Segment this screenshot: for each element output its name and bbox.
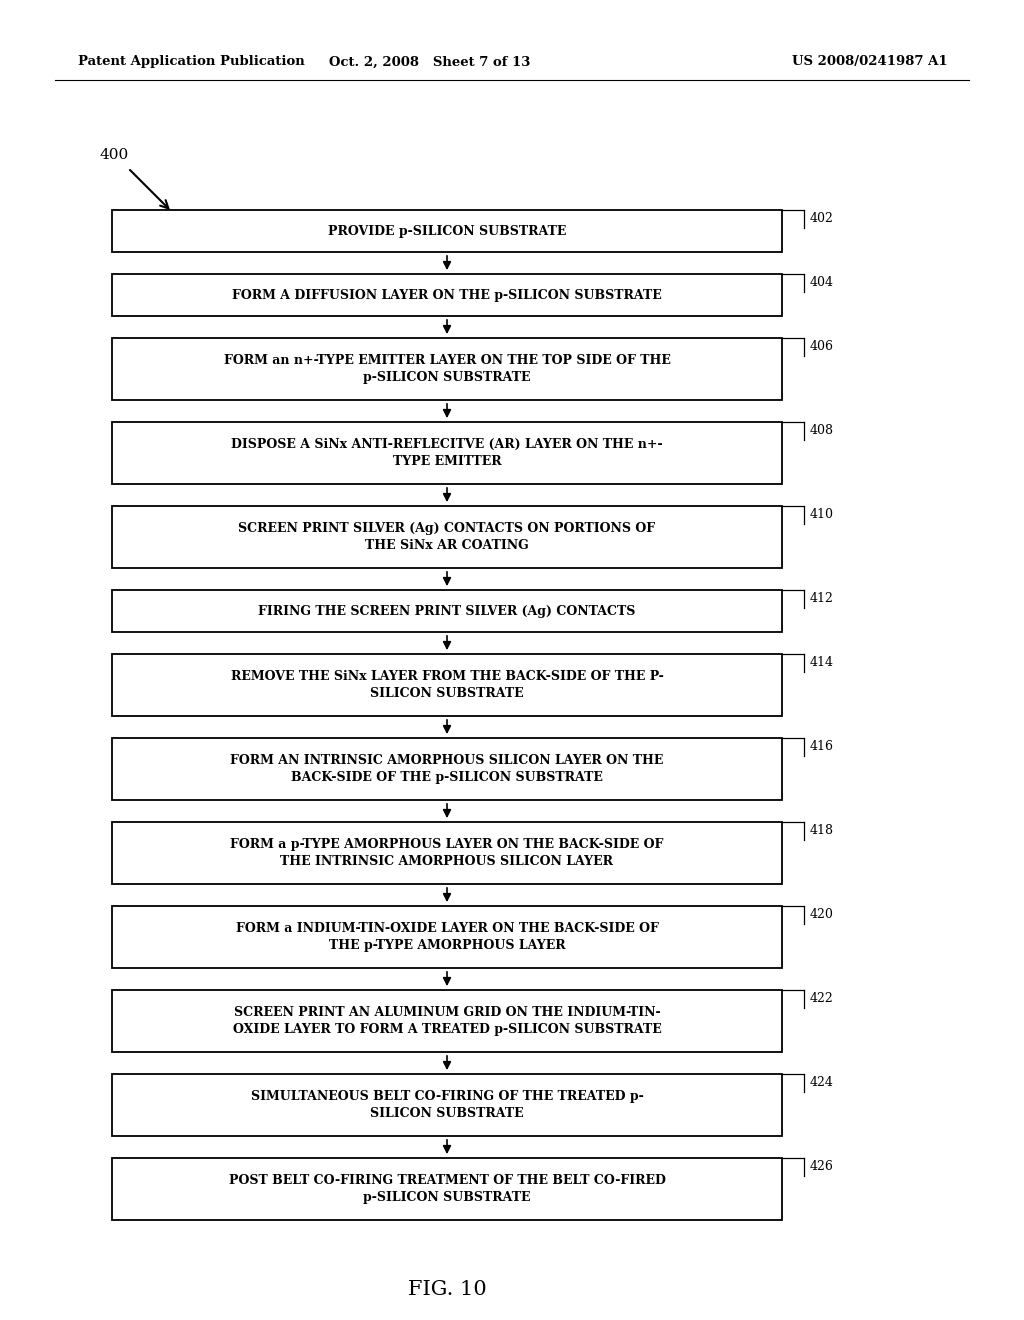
Text: SIMULTANEOUS BELT CO-FIRING OF THE TREATED p-
SILICON SUBSTRATE: SIMULTANEOUS BELT CO-FIRING OF THE TREAT…	[251, 1090, 643, 1119]
Text: 408: 408	[810, 424, 834, 437]
Text: 404: 404	[810, 276, 834, 289]
Text: 414: 414	[810, 656, 834, 669]
Text: FIG. 10: FIG. 10	[408, 1280, 486, 1299]
Bar	[112, 822, 782, 884]
Text: POST BELT CO-FIRING TREATMENT OF THE BELT CO-FIRED
p-SILICON SUBSTRATE: POST BELT CO-FIRING TREATMENT OF THE BEL…	[228, 1173, 666, 1204]
Bar	[112, 906, 782, 968]
Bar	[112, 653, 782, 715]
Text: 412: 412	[810, 591, 834, 605]
Text: FORM AN INTRINSIC AMORPHOUS SILICON LAYER ON THE
BACK-SIDE OF THE p-SILICON SUBS: FORM AN INTRINSIC AMORPHOUS SILICON LAYE…	[230, 754, 664, 784]
Bar	[112, 1158, 782, 1220]
Text: 400: 400	[100, 148, 129, 162]
Text: 426: 426	[810, 1160, 834, 1173]
Text: 410: 410	[810, 508, 834, 521]
Text: US 2008/0241987 A1: US 2008/0241987 A1	[793, 55, 948, 69]
Bar	[112, 590, 782, 632]
Bar	[112, 210, 782, 252]
Text: 418: 418	[810, 824, 834, 837]
Text: PROVIDE p-SILICON SUBSTRATE: PROVIDE p-SILICON SUBSTRATE	[328, 224, 566, 238]
Bar	[112, 338, 782, 400]
Text: 416: 416	[810, 741, 834, 752]
Text: Patent Application Publication: Patent Application Publication	[78, 55, 305, 69]
Text: REMOVE THE SiNx LAYER FROM THE BACK-SIDE OF THE P-
SILICON SUBSTRATE: REMOVE THE SiNx LAYER FROM THE BACK-SIDE…	[230, 671, 664, 700]
Bar	[112, 738, 782, 800]
Text: 422: 422	[810, 993, 834, 1005]
Text: 424: 424	[810, 1076, 834, 1089]
Bar	[112, 275, 782, 315]
Text: Oct. 2, 2008   Sheet 7 of 13: Oct. 2, 2008 Sheet 7 of 13	[330, 55, 530, 69]
Bar	[112, 990, 782, 1052]
Text: 420: 420	[810, 908, 834, 921]
Text: FIRING THE SCREEN PRINT SILVER (Ag) CONTACTS: FIRING THE SCREEN PRINT SILVER (Ag) CONT…	[258, 605, 636, 618]
Text: FORM an n+-TYPE EMITTER LAYER ON THE TOP SIDE OF THE
p-SILICON SUBSTRATE: FORM an n+-TYPE EMITTER LAYER ON THE TOP…	[223, 354, 671, 384]
Text: FORM a p-TYPE AMORPHOUS LAYER ON THE BACK-SIDE OF
THE INTRINSIC AMORPHOUS SILICO: FORM a p-TYPE AMORPHOUS LAYER ON THE BAC…	[230, 838, 664, 869]
Text: FORM A DIFFUSION LAYER ON THE p-SILICON SUBSTRATE: FORM A DIFFUSION LAYER ON THE p-SILICON …	[232, 289, 662, 301]
Text: 406: 406	[810, 341, 834, 352]
Text: DISPOSE A SiNx ANTI-REFLECITVE (AR) LAYER ON THE n+-
TYPE EMITTER: DISPOSE A SiNx ANTI-REFLECITVE (AR) LAYE…	[231, 438, 663, 469]
Text: SCREEN PRINT AN ALUMINUM GRID ON THE INDIUM-TIN-
OXIDE LAYER TO FORM A TREATED p: SCREEN PRINT AN ALUMINUM GRID ON THE IND…	[232, 1006, 662, 1036]
Text: SCREEN PRINT SILVER (Ag) CONTACTS ON PORTIONS OF
THE SiNx AR COATING: SCREEN PRINT SILVER (Ag) CONTACTS ON POR…	[239, 521, 655, 552]
Bar	[112, 1074, 782, 1137]
Text: FORM a INDIUM-TIN-OXIDE LAYER ON THE BACK-SIDE OF
THE p-TYPE AMORPHOUS LAYER: FORM a INDIUM-TIN-OXIDE LAYER ON THE BAC…	[236, 921, 658, 952]
Bar	[112, 422, 782, 484]
Text: 402: 402	[810, 213, 834, 224]
Bar	[112, 506, 782, 568]
